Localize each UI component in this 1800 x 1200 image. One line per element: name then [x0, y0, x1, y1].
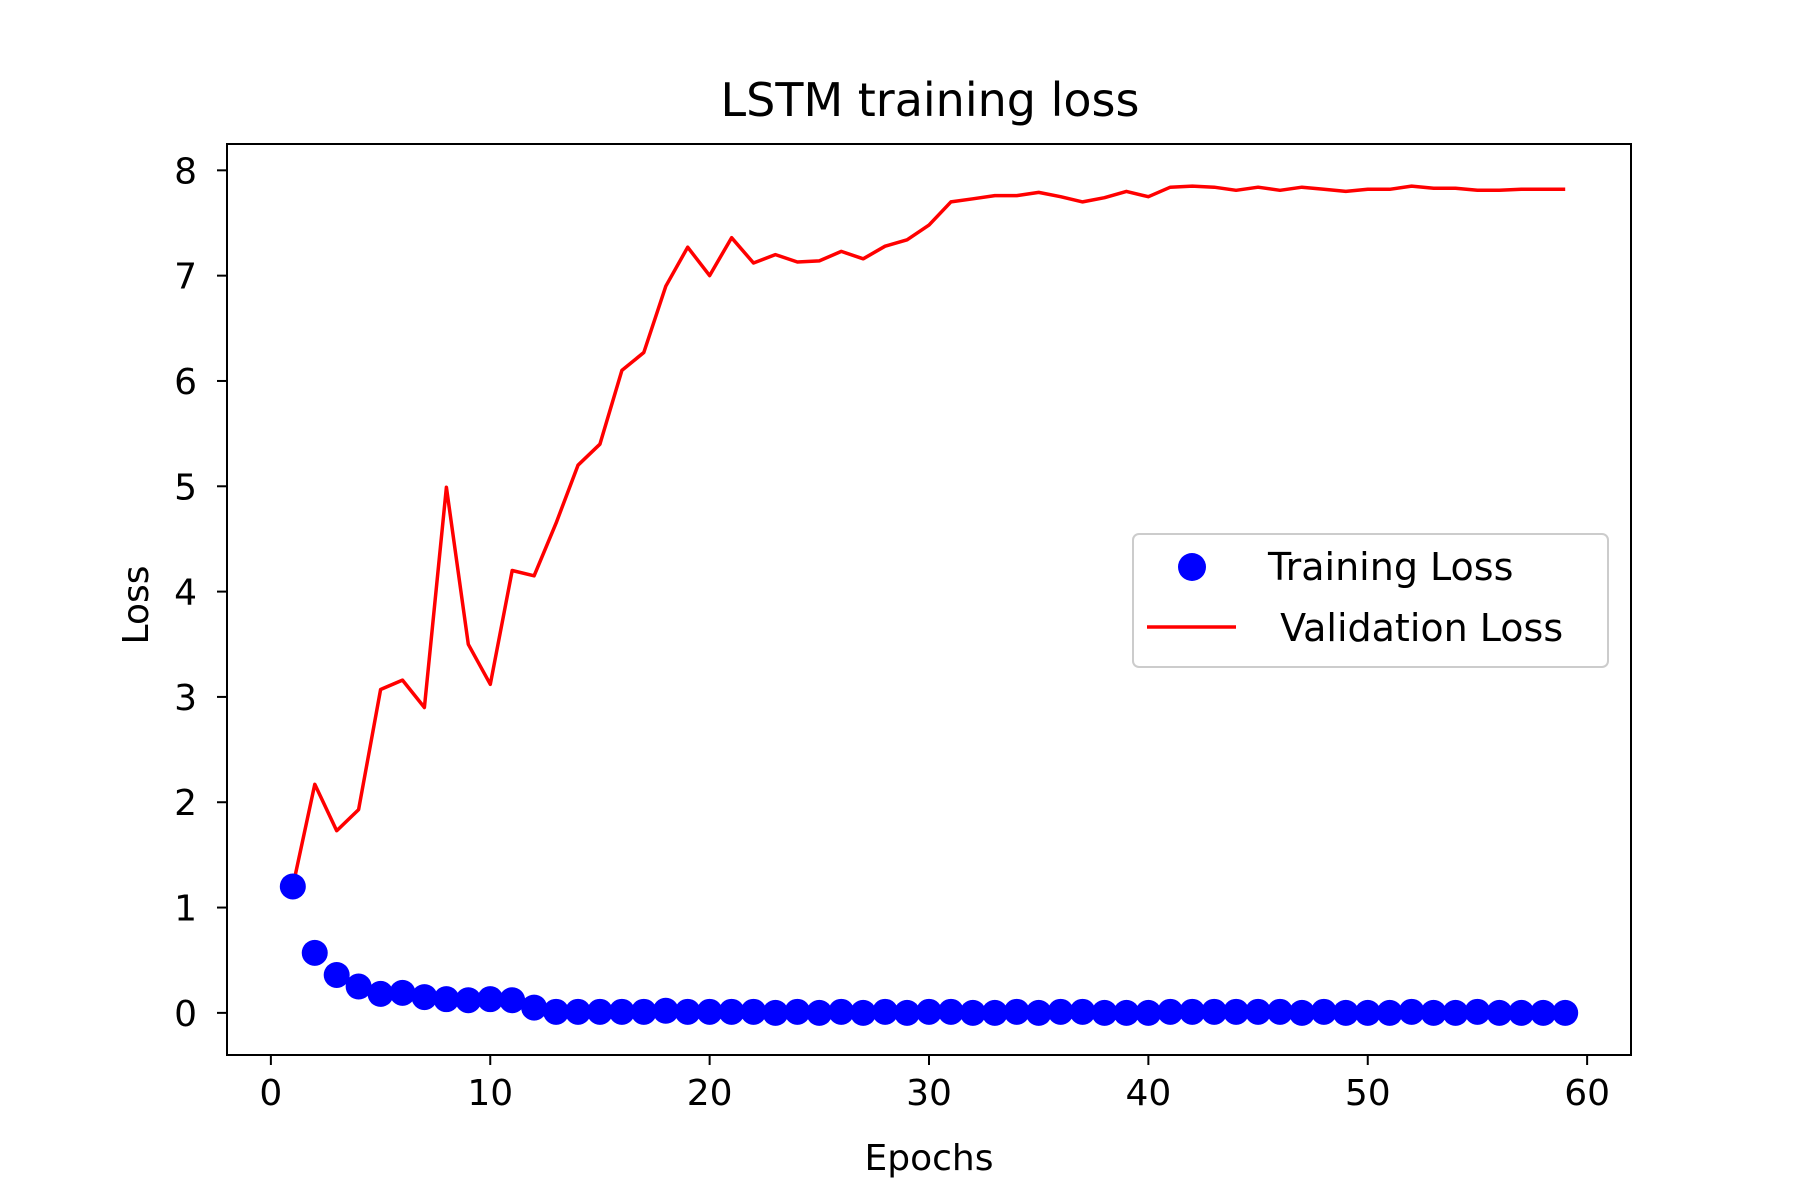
training-loss-point [279, 873, 306, 900]
training-loss-point [455, 987, 482, 1014]
legend-training-loss-marker [1178, 553, 1206, 581]
training-loss-point [1310, 998, 1337, 1025]
y-tick-label: 2 [174, 783, 197, 824]
training-loss-point [1179, 998, 1206, 1025]
training-loss-point [1201, 998, 1228, 1025]
legend: Training Loss Validation Loss [1132, 533, 1609, 668]
training-loss-point [1047, 998, 1074, 1025]
training-loss-point [652, 997, 679, 1024]
training-loss-point [499, 987, 526, 1014]
training-loss-point [367, 980, 394, 1007]
training-loss-point [937, 998, 964, 1025]
training-loss-point [1135, 999, 1162, 1026]
training-loss-point [1398, 998, 1425, 1025]
training-loss-point [411, 984, 438, 1011]
training-loss-point [608, 998, 635, 1025]
training-loss-point [762, 999, 789, 1026]
y-tick-label: 3 [174, 678, 197, 719]
x-tick-label: 40 [1125, 1073, 1171, 1114]
training-loss-point [1530, 999, 1557, 1026]
training-loss-point [696, 998, 723, 1025]
x-tick-label: 0 [259, 1073, 282, 1114]
y-tick-label: 5 [174, 467, 197, 508]
training-loss-point [828, 998, 855, 1025]
training-loss-point [586, 998, 613, 1025]
y-tick-label: 8 [174, 151, 197, 192]
training-loss-point [806, 999, 833, 1026]
training-loss-point [872, 998, 899, 1025]
training-loss-point [543, 998, 570, 1025]
y-tick-label: 0 [174, 994, 197, 1035]
training-loss-point [674, 998, 701, 1025]
training-loss-point [784, 998, 811, 1025]
training-loss-point [301, 939, 328, 966]
training-loss-point [959, 999, 986, 1026]
y-tick-label: 7 [174, 257, 197, 298]
training-loss-point [850, 999, 877, 1026]
training-loss-point [1003, 998, 1030, 1025]
training-loss-point [1069, 998, 1096, 1025]
training-loss-point [1486, 999, 1513, 1026]
training-loss-point [1267, 998, 1293, 1025]
training-loss-point [1376, 999, 1403, 1026]
training-loss-point [1223, 998, 1250, 1025]
plot-area [279, 184, 1579, 1026]
training-loss-point [323, 961, 350, 988]
training-loss-point [916, 998, 942, 1025]
training-loss-point [521, 994, 548, 1021]
validation-loss-line [291, 184, 1566, 887]
training-loss-point [565, 998, 591, 1025]
training-loss-point [740, 998, 767, 1025]
y-tick-label: 1 [174, 889, 197, 930]
training-loss-point [1508, 999, 1535, 1026]
training-loss-point [389, 979, 416, 1006]
training-loss-point [894, 999, 921, 1026]
training-loss-point [1354, 999, 1381, 1026]
training-loss-point [1157, 998, 1184, 1025]
training-loss-point [345, 973, 372, 1000]
training-loss-point [1552, 999, 1579, 1026]
y-tick-label: 4 [174, 573, 197, 614]
training-loss-point [1245, 998, 1272, 1025]
y-tick-label: 6 [174, 362, 197, 403]
axes-ticks: 0 10 20 30 40 50 60 0 1 2 3 4 5 6 7 8 [174, 151, 1610, 1114]
x-axis-label: Epochs [865, 1138, 994, 1179]
x-tick-label: 50 [1345, 1073, 1391, 1114]
training-loss-point [1113, 999, 1140, 1026]
axes-frame [226, 143, 1632, 1056]
x-tick-label: 30 [906, 1073, 952, 1114]
x-tick-label: 20 [687, 1073, 733, 1114]
training-loss-point [1442, 999, 1469, 1026]
legend-box [1132, 533, 1609, 668]
y-axis-label: Loss [116, 566, 157, 645]
training-loss-point [981, 999, 1008, 1026]
legend-validation-loss-label: Validation Loss [1268, 606, 1563, 650]
training-loss-point [433, 986, 460, 1013]
x-tick-label: 10 [467, 1073, 513, 1114]
training-loss-point [718, 998, 745, 1025]
training-loss-point [1288, 999, 1315, 1026]
chart-title: LSTM training loss [721, 73, 1140, 127]
training-loss-point [1025, 999, 1052, 1026]
x-tick-label: 60 [1564, 1073, 1610, 1114]
training-loss-point [477, 986, 504, 1013]
training-loss-point [1464, 998, 1491, 1025]
training-loss-point [1420, 999, 1447, 1026]
training-loss-point [1332, 999, 1359, 1026]
training-loss-point [1091, 999, 1118, 1026]
training-loss-point [630, 998, 657, 1025]
legend-training-loss-label: Training Loss [1267, 545, 1513, 589]
